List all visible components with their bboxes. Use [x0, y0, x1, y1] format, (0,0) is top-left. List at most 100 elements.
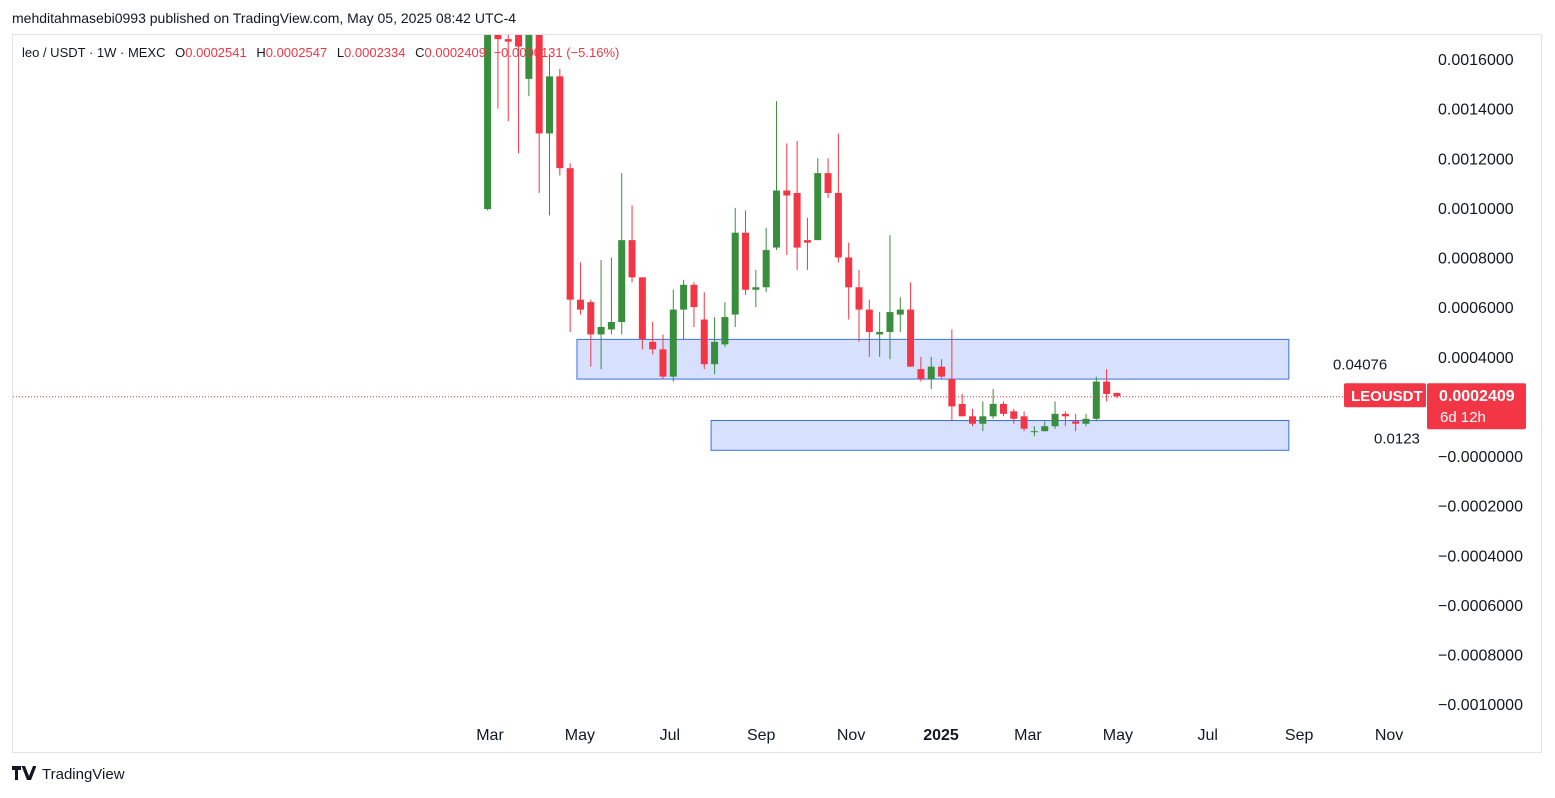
- candle[interactable]: [669, 289, 677, 382]
- candle[interactable]: [772, 101, 780, 251]
- candle[interactable]: [1020, 411, 1028, 432]
- candle[interactable]: [484, 34, 492, 211]
- candle[interactable]: [762, 227, 770, 293]
- candle[interactable]: [576, 262, 584, 315]
- candle-body: [494, 35, 502, 40]
- candle[interactable]: [742, 210, 750, 295]
- candle[interactable]: [803, 217, 811, 270]
- candle[interactable]: [587, 299, 595, 367]
- candle[interactable]: [628, 205, 636, 283]
- candle-body: [504, 39, 512, 42]
- lower-zone-rect[interactable]: [710, 420, 1290, 451]
- candle-body: [814, 173, 822, 241]
- candle[interactable]: [938, 359, 946, 380]
- candle[interactable]: [721, 302, 729, 347]
- candle[interactable]: [1082, 413, 1090, 427]
- candle[interactable]: [711, 317, 719, 375]
- candle[interactable]: [1041, 421, 1049, 432]
- candle-body: [845, 257, 853, 288]
- candle[interactable]: [896, 297, 904, 332]
- candle[interactable]: [1103, 369, 1111, 402]
- candle[interactable]: [546, 54, 554, 216]
- candle[interactable]: [690, 282, 698, 327]
- candle[interactable]: [1010, 408, 1018, 424]
- candle[interactable]: [504, 34, 512, 122]
- candle[interactable]: [834, 133, 842, 263]
- candle-body: [535, 35, 543, 134]
- candle-body: [855, 287, 863, 310]
- candle-body: [834, 192, 842, 258]
- price-tag-value: 0.0002409: [1439, 388, 1515, 405]
- candle-body: [1082, 418, 1090, 424]
- candle-body: [999, 403, 1007, 414]
- candle[interactable]: [700, 292, 708, 370]
- candle[interactable]: [659, 334, 667, 380]
- candle-body: [711, 341, 719, 365]
- candle-body: [680, 284, 688, 310]
- candle[interactable]: [855, 269, 863, 342]
- candle[interactable]: [865, 299, 873, 357]
- x-tick-label: Jul: [1198, 727, 1218, 744]
- candle[interactable]: [618, 173, 626, 335]
- candle[interactable]: [793, 140, 801, 270]
- candle[interactable]: [845, 242, 853, 320]
- candle[interactable]: [680, 279, 688, 340]
- candle-body: [546, 76, 554, 134]
- y-tick-label: 0.0006000: [1438, 300, 1514, 317]
- candle[interactable]: [494, 22, 502, 109]
- candle-body: [628, 240, 636, 278]
- y-tick-label: −0.0004000: [1438, 548, 1523, 565]
- candle[interactable]: [907, 282, 915, 367]
- candle-body: [576, 299, 584, 310]
- candle[interactable]: [876, 312, 884, 357]
- candle[interactable]: [731, 207, 739, 327]
- candle[interactable]: [1113, 392, 1121, 399]
- candle[interactable]: [886, 235, 894, 360]
- y-tick-label: 0.0004000: [1438, 350, 1514, 367]
- footer-brand[interactable]: TradingView: [12, 766, 125, 783]
- candle[interactable]: [752, 269, 760, 308]
- candle[interactable]: [927, 356, 935, 390]
- tradingview-brand-text: TradingView: [42, 766, 125, 783]
- symbol-label[interactable]: leo / USDT · 1W · MEXC: [22, 45, 166, 60]
- candle[interactable]: [535, 22, 543, 193]
- candle[interactable]: [649, 322, 657, 355]
- x-tick-label: Nov: [837, 727, 865, 744]
- candle-body: [1051, 413, 1059, 427]
- candle[interactable]: [1051, 401, 1059, 429]
- candle[interactable]: [597, 259, 605, 370]
- candle-body: [669, 309, 677, 377]
- candle[interactable]: [1061, 411, 1069, 427]
- candle[interactable]: [607, 257, 615, 335]
- candle[interactable]: [814, 158, 822, 241]
- candle[interactable]: [1072, 413, 1080, 432]
- zones-layer: [576, 338, 1290, 451]
- y-tick-label: −0.0006000: [1438, 598, 1523, 615]
- candle[interactable]: [969, 408, 977, 427]
- candle[interactable]: [917, 356, 925, 382]
- high-label: H: [256, 45, 266, 60]
- candle[interactable]: [566, 163, 574, 332]
- candle[interactable]: [1092, 376, 1100, 422]
- candle-body: [1092, 381, 1100, 419]
- candle[interactable]: [989, 389, 997, 419]
- candle[interactable]: [999, 401, 1007, 417]
- y-tick-label: 0.0014000: [1438, 102, 1514, 119]
- x-tick-label: Mar: [476, 727, 504, 744]
- candle-body: [1020, 416, 1028, 429]
- candle-body: [742, 232, 750, 290]
- candle[interactable]: [979, 401, 987, 432]
- candle[interactable]: [515, 22, 523, 154]
- candle[interactable]: [783, 143, 791, 256]
- candle[interactable]: [824, 158, 832, 198]
- candle-body: [876, 331, 884, 335]
- candle[interactable]: [958, 393, 966, 417]
- candle-body: [824, 173, 832, 193]
- candle[interactable]: [638, 277, 646, 350]
- candle[interactable]: [525, 22, 533, 97]
- candle[interactable]: [556, 68, 564, 176]
- candle[interactable]: [948, 329, 956, 422]
- candle[interactable]: [1030, 426, 1038, 437]
- y-tick-label: −0.0000000: [1438, 449, 1523, 466]
